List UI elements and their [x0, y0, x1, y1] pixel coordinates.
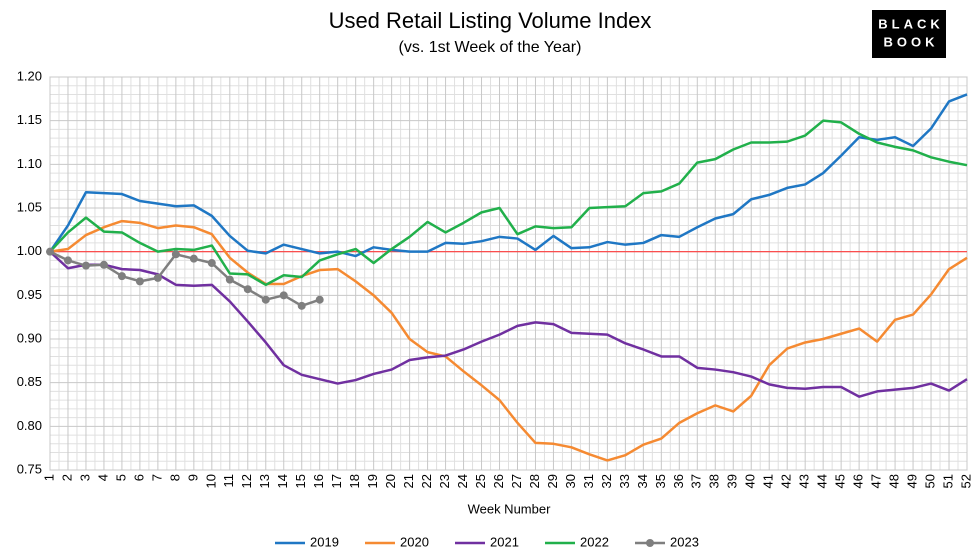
y-tick-label: 0.80: [17, 418, 42, 433]
series-line: [49, 250, 968, 398]
x-tick-label: 24: [455, 474, 470, 488]
chart-subtitle: (vs. 1st Week of the Year): [399, 39, 582, 56]
x-tick-label: 7: [149, 474, 164, 481]
legend-label: 2019: [310, 534, 339, 549]
series-marker: [171, 250, 180, 259]
series-marker: [99, 260, 108, 269]
x-tick-label: 48: [887, 474, 902, 488]
series-marker: [63, 256, 72, 265]
x-tick-label: 29: [545, 474, 560, 488]
x-tick-label: 10: [203, 474, 218, 488]
x-axis-label: Week Number: [468, 501, 552, 516]
x-tick-label: 11: [221, 474, 236, 488]
series-marker: [261, 295, 270, 304]
x-tick-label: 5: [113, 474, 128, 481]
x-tick-label: 23: [437, 474, 452, 488]
y-tick-label: 1.00: [17, 243, 42, 258]
legend-label: 2022: [580, 534, 609, 549]
x-tick-label: 44: [815, 474, 830, 488]
legend-marker: [646, 539, 654, 547]
y-tick-label: 1.20: [17, 68, 42, 83]
x-tick-label: 17: [329, 474, 344, 488]
series-marker: [225, 275, 234, 284]
x-tick-label: 9: [185, 474, 200, 481]
x-tick-label: 13: [257, 474, 272, 488]
x-tick-label: 41: [761, 474, 776, 488]
x-tick-label: 8: [167, 474, 182, 481]
series-marker: [207, 259, 216, 268]
x-tick-label: 51: [940, 474, 955, 488]
x-tick-label: 50: [922, 474, 937, 488]
logo-box: [872, 10, 946, 58]
x-tick-label: 43: [797, 474, 812, 488]
y-tick-label: 1.10: [17, 156, 42, 171]
x-tick-label: 26: [491, 474, 506, 488]
x-tick-label: 18: [347, 474, 362, 488]
x-tick-label: 52: [958, 474, 973, 488]
series-marker: [279, 291, 288, 300]
y-tick-label: 1.05: [17, 199, 42, 214]
x-tick-label: 37: [689, 474, 704, 488]
x-tick-label: 20: [383, 474, 398, 488]
x-tick-label: 21: [401, 474, 416, 488]
y-tick-label: 0.85: [17, 374, 42, 389]
x-tick-label: 22: [419, 474, 434, 488]
x-tick-label: 47: [869, 474, 884, 488]
legend-label: 2021: [490, 534, 519, 549]
x-tick-label: 14: [275, 474, 290, 488]
series-marker: [135, 277, 144, 286]
x-tick-label: 33: [617, 474, 632, 488]
legend-label: 2023: [670, 534, 699, 549]
x-tick-label: 15: [293, 474, 308, 488]
series-marker: [81, 261, 90, 270]
series-marker: [189, 254, 198, 263]
x-tick-label: 3: [77, 474, 92, 481]
y-tick-label: 1.15: [17, 112, 42, 127]
x-tick-label: 2: [59, 474, 74, 481]
x-tick-label: 27: [509, 474, 524, 488]
logo-text: BOOK: [884, 34, 939, 49]
x-tick-label: 36: [671, 474, 686, 488]
x-tick-label: 4: [95, 474, 110, 481]
x-tick-label: 6: [131, 474, 146, 481]
x-tick-label: 31: [581, 474, 596, 488]
series-marker: [117, 272, 126, 281]
x-tick-label: 32: [599, 474, 614, 488]
series-marker: [315, 295, 324, 304]
x-tick-label: 12: [239, 474, 254, 488]
series-marker: [297, 301, 306, 310]
series-line: [49, 219, 968, 462]
x-tick-label: 40: [743, 474, 758, 488]
series-marker: [243, 285, 252, 294]
series-marker: [153, 273, 162, 282]
x-tick-label: 30: [563, 474, 578, 488]
x-tick-label: 49: [904, 474, 919, 488]
x-tick-label: 39: [725, 474, 740, 488]
series-marker: [46, 247, 54, 256]
series-line: [48, 93, 968, 258]
x-tick-label: 38: [707, 474, 722, 488]
x-tick-label: 34: [635, 474, 650, 488]
chart-title: Used Retail Listing Volume Index: [329, 8, 652, 33]
x-tick-label: 25: [473, 474, 488, 488]
x-tick-label: 28: [527, 474, 542, 488]
legend-label: 2020: [400, 534, 429, 549]
series-line: [49, 119, 968, 287]
x-tick-label: 45: [833, 474, 848, 488]
y-tick-label: 0.95: [17, 287, 42, 302]
x-tick-label: 46: [851, 474, 866, 488]
x-tick-label: 35: [653, 474, 668, 488]
logo-text: BLACK: [878, 16, 944, 31]
y-tick-label: 0.75: [17, 461, 42, 476]
x-tick-label: 16: [311, 474, 326, 488]
x-tick-label: 42: [779, 474, 794, 488]
x-tick-label: 1: [41, 474, 56, 481]
x-tick-label: 19: [365, 474, 380, 488]
y-tick-label: 0.90: [17, 330, 42, 345]
series-line: [49, 250, 321, 308]
